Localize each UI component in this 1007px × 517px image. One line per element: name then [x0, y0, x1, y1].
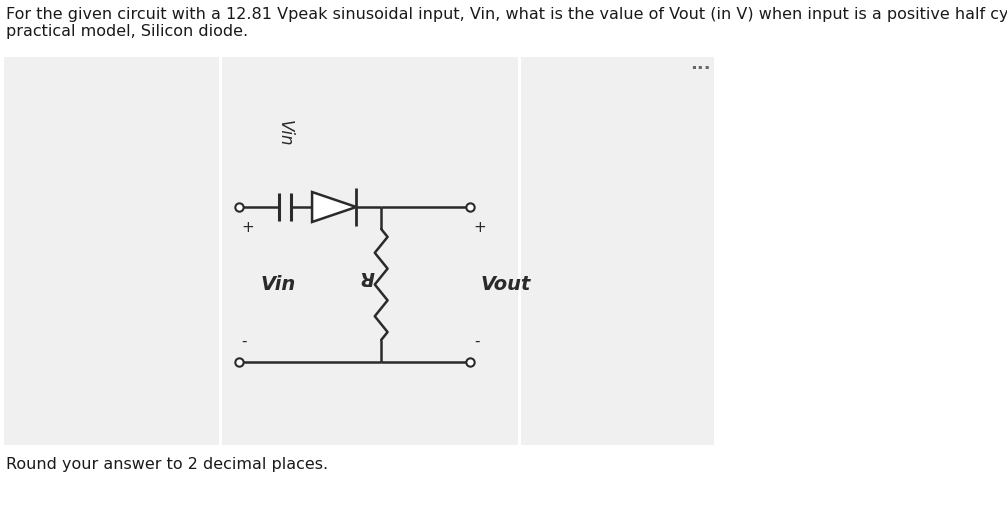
Text: -: - — [242, 334, 247, 349]
FancyBboxPatch shape — [4, 57, 220, 445]
Text: +: + — [474, 220, 486, 235]
Text: Vin: Vin — [276, 120, 294, 147]
Text: ...: ... — [690, 55, 710, 73]
Text: For the given circuit with a 12.81 Vpeak sinusoidal input, Vin, what is the valu: For the given circuit with a 12.81 Vpeak… — [6, 7, 1007, 39]
FancyBboxPatch shape — [223, 57, 518, 445]
Text: R: R — [359, 267, 375, 286]
Text: +: + — [242, 220, 255, 235]
Text: Vin: Vin — [260, 275, 295, 294]
Text: -: - — [474, 334, 479, 349]
FancyBboxPatch shape — [521, 57, 714, 445]
Text: Vout: Vout — [480, 275, 531, 294]
Text: Round your answer to 2 decimal places.: Round your answer to 2 decimal places. — [6, 457, 328, 472]
Polygon shape — [312, 192, 356, 222]
